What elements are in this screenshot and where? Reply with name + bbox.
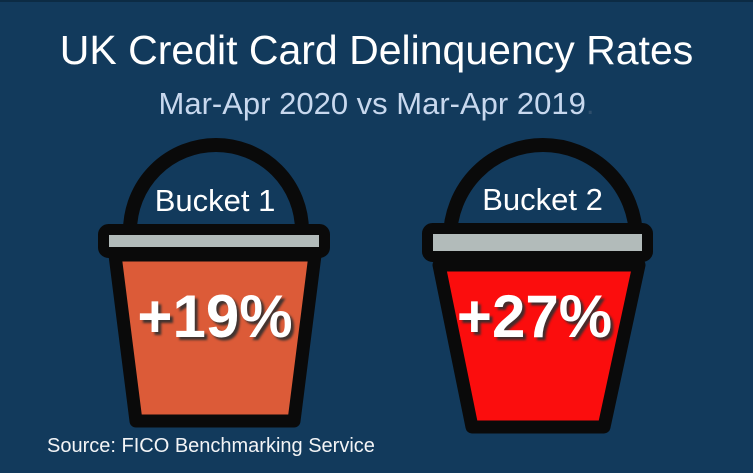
top-edge-divider	[0, 0, 753, 2]
subtitle-period: .	[585, 86, 595, 121]
source-attribution: Source: FICO Benchmarking Service	[47, 435, 375, 457]
subtitle-text: Mar-Apr 2020 vs Mar-Apr 2019	[158, 86, 586, 121]
bucket-1-label: Bucket 1	[154, 183, 276, 218]
bucket-1-rim-shape	[98, 224, 330, 258]
page-subtitle: Mar-Apr 2020 vs Mar-Apr 2019.	[0, 88, 753, 119]
bucket-1-value: +19%	[137, 283, 293, 350]
bucket-1-handle-icon	[123, 138, 309, 232]
bucket-1-icon	[98, 138, 330, 428]
bucket-2-label: Bucket 2	[482, 182, 603, 217]
bucket-1-figure: Bucket 1 +19%	[90, 135, 340, 430]
bucket-2-value: +27%	[456, 283, 613, 350]
page-title: UK Credit Card Delinquency Rates	[59, 27, 694, 73]
bucket-2-rim-shape	[422, 223, 653, 262]
bucket-2-handle-icon	[443, 138, 643, 239]
bucket-2-body-shape	[432, 258, 646, 434]
bucket-2-icon	[422, 138, 653, 434]
bucket-2-figure: Bucket 2 +27%	[420, 135, 665, 435]
